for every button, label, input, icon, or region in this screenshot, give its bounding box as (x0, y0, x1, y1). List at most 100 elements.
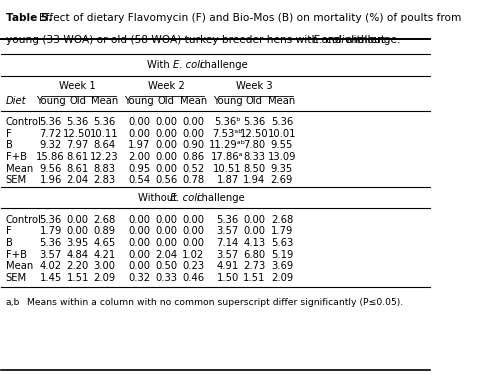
Text: 12.50: 12.50 (64, 129, 92, 139)
Text: 5.36: 5.36 (216, 215, 238, 225)
Text: 5.36: 5.36 (40, 117, 62, 128)
Text: 0.86: 0.86 (182, 152, 204, 162)
Text: 0.00: 0.00 (182, 129, 204, 139)
Text: F+B: F+B (6, 152, 26, 162)
Text: 0.56: 0.56 (155, 175, 178, 185)
Text: 5.36: 5.36 (40, 215, 62, 225)
Text: 0.89: 0.89 (94, 226, 116, 236)
Text: 2.68: 2.68 (94, 215, 116, 225)
Text: 2.73: 2.73 (244, 261, 266, 271)
Text: 6.80: 6.80 (244, 249, 266, 259)
Text: E. coli: E. coli (170, 193, 200, 203)
Text: challenge.: challenge. (342, 35, 400, 45)
Text: F: F (6, 129, 12, 139)
Text: Mean: Mean (268, 96, 295, 106)
Text: 1.51: 1.51 (244, 273, 266, 283)
Text: 8.61: 8.61 (66, 152, 88, 162)
Text: 0.00: 0.00 (156, 164, 178, 174)
Text: 0.00: 0.00 (128, 238, 150, 248)
Text: Old: Old (246, 96, 263, 106)
Text: 0.00: 0.00 (156, 215, 178, 225)
Text: 0.00: 0.00 (66, 215, 88, 225)
Text: 0.32: 0.32 (128, 273, 150, 283)
Text: 5.36: 5.36 (271, 117, 293, 128)
Text: 8.50: 8.50 (244, 164, 266, 174)
Text: 0.00: 0.00 (156, 226, 178, 236)
Text: 0.00: 0.00 (128, 261, 150, 271)
Text: Effect of dietary Flavomycin (F) and Bio-Mos (B) on mortality (%) of poults from: Effect of dietary Flavomycin (F) and Bio… (39, 13, 462, 23)
Text: Mean: Mean (180, 96, 207, 106)
Text: 2.04: 2.04 (155, 249, 178, 259)
Text: 3.69: 3.69 (271, 261, 293, 271)
Text: 1.50: 1.50 (216, 273, 238, 283)
Text: 8.83: 8.83 (94, 164, 116, 174)
Text: 3.57: 3.57 (216, 226, 238, 236)
Text: 9.55: 9.55 (270, 141, 293, 150)
Text: 0.78: 0.78 (182, 175, 204, 185)
Text: Old: Old (158, 96, 175, 106)
Text: challenge: challenge (196, 193, 246, 203)
Text: 0.00: 0.00 (66, 226, 88, 236)
Text: young (33 WOA) or old (58 WOA) turkey breeder hens with and without: young (33 WOA) or old (58 WOA) turkey br… (6, 35, 388, 45)
Text: 8.33: 8.33 (244, 152, 266, 162)
Text: 10.51: 10.51 (213, 164, 242, 174)
Text: 3.00: 3.00 (94, 261, 116, 271)
Text: 5.36: 5.36 (94, 117, 116, 128)
Text: Week 2: Week 2 (148, 81, 184, 91)
Text: 3.57: 3.57 (216, 249, 238, 259)
Text: 7.14: 7.14 (216, 238, 238, 248)
Text: 9.56: 9.56 (40, 164, 62, 174)
Text: 2.00: 2.00 (128, 152, 150, 162)
Text: 0.33: 0.33 (156, 273, 178, 283)
Text: Week 3: Week 3 (236, 81, 273, 91)
Text: 5.19: 5.19 (270, 249, 293, 259)
Text: With: With (147, 60, 173, 70)
Text: 0.50: 0.50 (155, 261, 178, 271)
Text: 7.72: 7.72 (40, 129, 62, 139)
Text: challenge: challenge (199, 60, 248, 70)
Text: 1.51: 1.51 (66, 273, 89, 283)
Text: 8.64: 8.64 (94, 141, 116, 150)
Text: 7.97: 7.97 (66, 141, 89, 150)
Text: 12.50: 12.50 (240, 129, 269, 139)
Text: 0.00: 0.00 (182, 238, 204, 248)
Text: 4.91: 4.91 (216, 261, 238, 271)
Text: 1.79: 1.79 (40, 226, 62, 236)
Text: 0.00: 0.00 (156, 141, 178, 150)
Text: Control: Control (6, 215, 42, 225)
Text: 9.32: 9.32 (40, 141, 62, 150)
Text: 8.61: 8.61 (66, 164, 88, 174)
Text: 10.11: 10.11 (90, 129, 119, 139)
Text: 1.96: 1.96 (40, 175, 62, 185)
Text: SEM: SEM (6, 175, 27, 185)
Text: Diet: Diet (6, 96, 26, 106)
Text: B: B (6, 238, 12, 248)
Text: 0.00: 0.00 (182, 226, 204, 236)
Text: 0.46: 0.46 (182, 273, 204, 283)
Text: 3.57: 3.57 (40, 249, 62, 259)
Text: 4.13: 4.13 (244, 238, 266, 248)
Text: 1.79: 1.79 (270, 226, 293, 236)
Text: Without: Without (138, 193, 180, 203)
Text: 0.00: 0.00 (182, 117, 204, 128)
Text: 1.97: 1.97 (128, 141, 150, 150)
Text: 0.52: 0.52 (182, 164, 204, 174)
Text: 15.86: 15.86 (36, 152, 65, 162)
Text: 0.00: 0.00 (182, 215, 204, 225)
Text: 4.65: 4.65 (94, 238, 116, 248)
Text: 0.00: 0.00 (156, 117, 178, 128)
Text: 5.36ᵇ: 5.36ᵇ (214, 117, 241, 128)
Text: 13.09: 13.09 (268, 152, 296, 162)
Text: F+B: F+B (6, 249, 26, 259)
Text: Young: Young (36, 96, 66, 106)
Text: 0.00: 0.00 (128, 215, 150, 225)
Text: 11.29ᵃᵇ: 11.29ᵃᵇ (209, 141, 246, 150)
Text: 7.80: 7.80 (244, 141, 266, 150)
Text: Young: Young (212, 96, 242, 106)
Text: 0.00: 0.00 (156, 152, 178, 162)
Text: 2.20: 2.20 (66, 261, 88, 271)
Text: 4.84: 4.84 (66, 249, 88, 259)
Text: E. coli: E. coli (313, 35, 344, 45)
Text: E. coli: E. coli (172, 60, 203, 70)
Text: F: F (6, 226, 12, 236)
